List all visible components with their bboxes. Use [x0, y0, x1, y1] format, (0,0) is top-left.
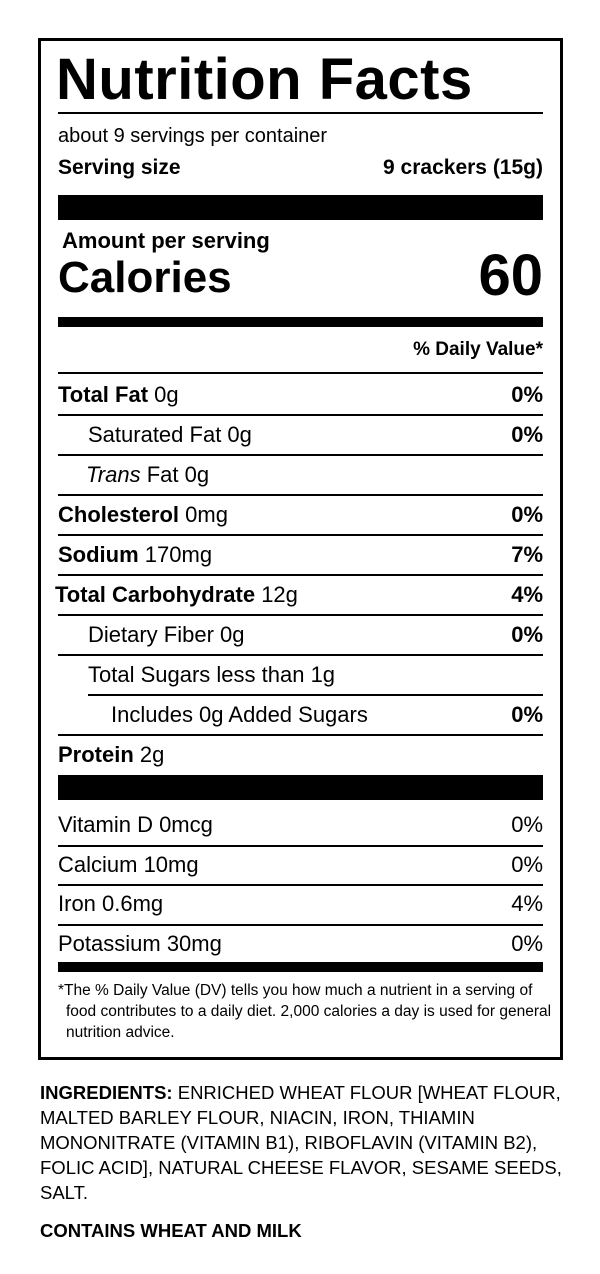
rule	[58, 112, 543, 114]
nutrient-amount: 170mg	[144, 542, 213, 567]
ingredients: INGREDIENTS: ENRICHED WHEAT FLOUR [WHEAT…	[40, 1080, 570, 1205]
nutrient-amount: 0mg	[185, 502, 228, 527]
serving-size-label: Serving size	[58, 156, 181, 179]
rule	[58, 884, 543, 886]
vitamin-name: Potassium 30mg	[58, 930, 222, 956]
serving-size-value: 9 crackers (15g)	[383, 156, 543, 179]
nutrient-amount: 12g	[261, 582, 298, 607]
nutrient-name: Dietary Fiber 0g	[88, 622, 245, 647]
contains: CONTAINS WHEAT AND MILK	[40, 1220, 302, 1241]
thick-bar	[58, 317, 543, 327]
nutrient-dv: 0%	[511, 502, 543, 527]
nutrient-name: Saturated Fat 0g	[88, 422, 252, 447]
nutrient-name: Sodium	[58, 542, 139, 567]
rule	[58, 372, 543, 374]
nutrient-row: Includes 0g Added Sugars	[111, 702, 368, 728]
vitamin-name: Vitamin D 0mcg	[58, 812, 213, 837]
amount-per-serving: Amount per serving	[62, 228, 270, 253]
thick-bar	[58, 962, 543, 972]
rule	[58, 844, 543, 847]
nutrient-name: Includes 0g Added Sugars	[111, 702, 368, 727]
rule	[58, 454, 543, 456]
nutrient-row: Saturated Fat 0g	[88, 422, 252, 448]
vitamin-dv: 0%	[511, 930, 543, 956]
vitamin-name: Iron 0.6mg	[58, 891, 164, 916]
nutrient-row: Total Sugars less than 1g	[88, 662, 335, 688]
thick-bar	[58, 775, 543, 800]
nutrient-name: Fat 0g	[146, 462, 210, 487]
label-box	[38, 38, 563, 1060]
nutrient-dv: 0%	[511, 382, 543, 407]
ingredients-label: INGREDIENTS:	[40, 1082, 173, 1103]
rule	[58, 414, 543, 416]
nutrient-dv: 0%	[511, 702, 543, 727]
nutrient-name: Total Carbohydrate	[55, 582, 256, 607]
nutrient-amount: 0g	[154, 382, 179, 407]
nutrient-name: Total Sugars less than 1g	[88, 662, 336, 687]
rule	[58, 923, 543, 926]
nutrient-dv: 0%	[511, 622, 543, 647]
vitamin-name: Calcium 10mg	[58, 851, 199, 877]
rule	[58, 574, 543, 576]
nutrient-name: Protein	[58, 742, 134, 767]
nutrient-row: Trans Fat 0g	[86, 462, 209, 488]
footnote: *The % Daily Value (DV) tells you how mu…	[58, 982, 552, 1041]
dv-header: % Daily Value*	[413, 339, 543, 360]
nutrient-row: Cholesterol 0mg	[58, 502, 228, 528]
rule	[58, 654, 543, 656]
rule	[58, 614, 543, 616]
servings: about 9 servings per container	[58, 125, 328, 147]
nutrient-row: Total Carbohydrate 12g	[55, 582, 298, 608]
nutrient-name: Total Fat	[58, 382, 149, 407]
calories-label: Calories	[58, 253, 232, 302]
nutrient-name: Cholesterol	[58, 502, 180, 527]
nutrient-dv: 0%	[511, 422, 543, 447]
nutrient-italic: Trans	[86, 462, 141, 487]
rule	[88, 694, 543, 696]
vitamin-dv: 0%	[511, 812, 543, 837]
nutrient-row: Total Fat 0g	[58, 382, 179, 408]
vitamin-dv: 0%	[511, 851, 543, 877]
title: Nutrition Facts	[56, 47, 473, 112]
nutrient-row: Dietary Fiber 0g	[88, 622, 245, 648]
calories-value: 60	[478, 243, 543, 308]
nutrient-row: Protein 2g	[58, 742, 164, 768]
nutrient-row: Sodium 170mg	[58, 542, 212, 568]
rule	[58, 734, 543, 736]
thick-bar	[58, 195, 543, 220]
nutrient-dv: 4%	[511, 582, 543, 607]
vitamin-dv: 4%	[511, 891, 543, 916]
rule	[58, 494, 543, 496]
rule	[58, 534, 543, 536]
nutrient-dv: 7%	[511, 542, 543, 567]
ingredients-text: ENRICHED WHEAT FLOUR [WHEAT FLOUR, MALTE…	[40, 1082, 562, 1203]
nutrient-amount: 2g	[139, 742, 165, 767]
